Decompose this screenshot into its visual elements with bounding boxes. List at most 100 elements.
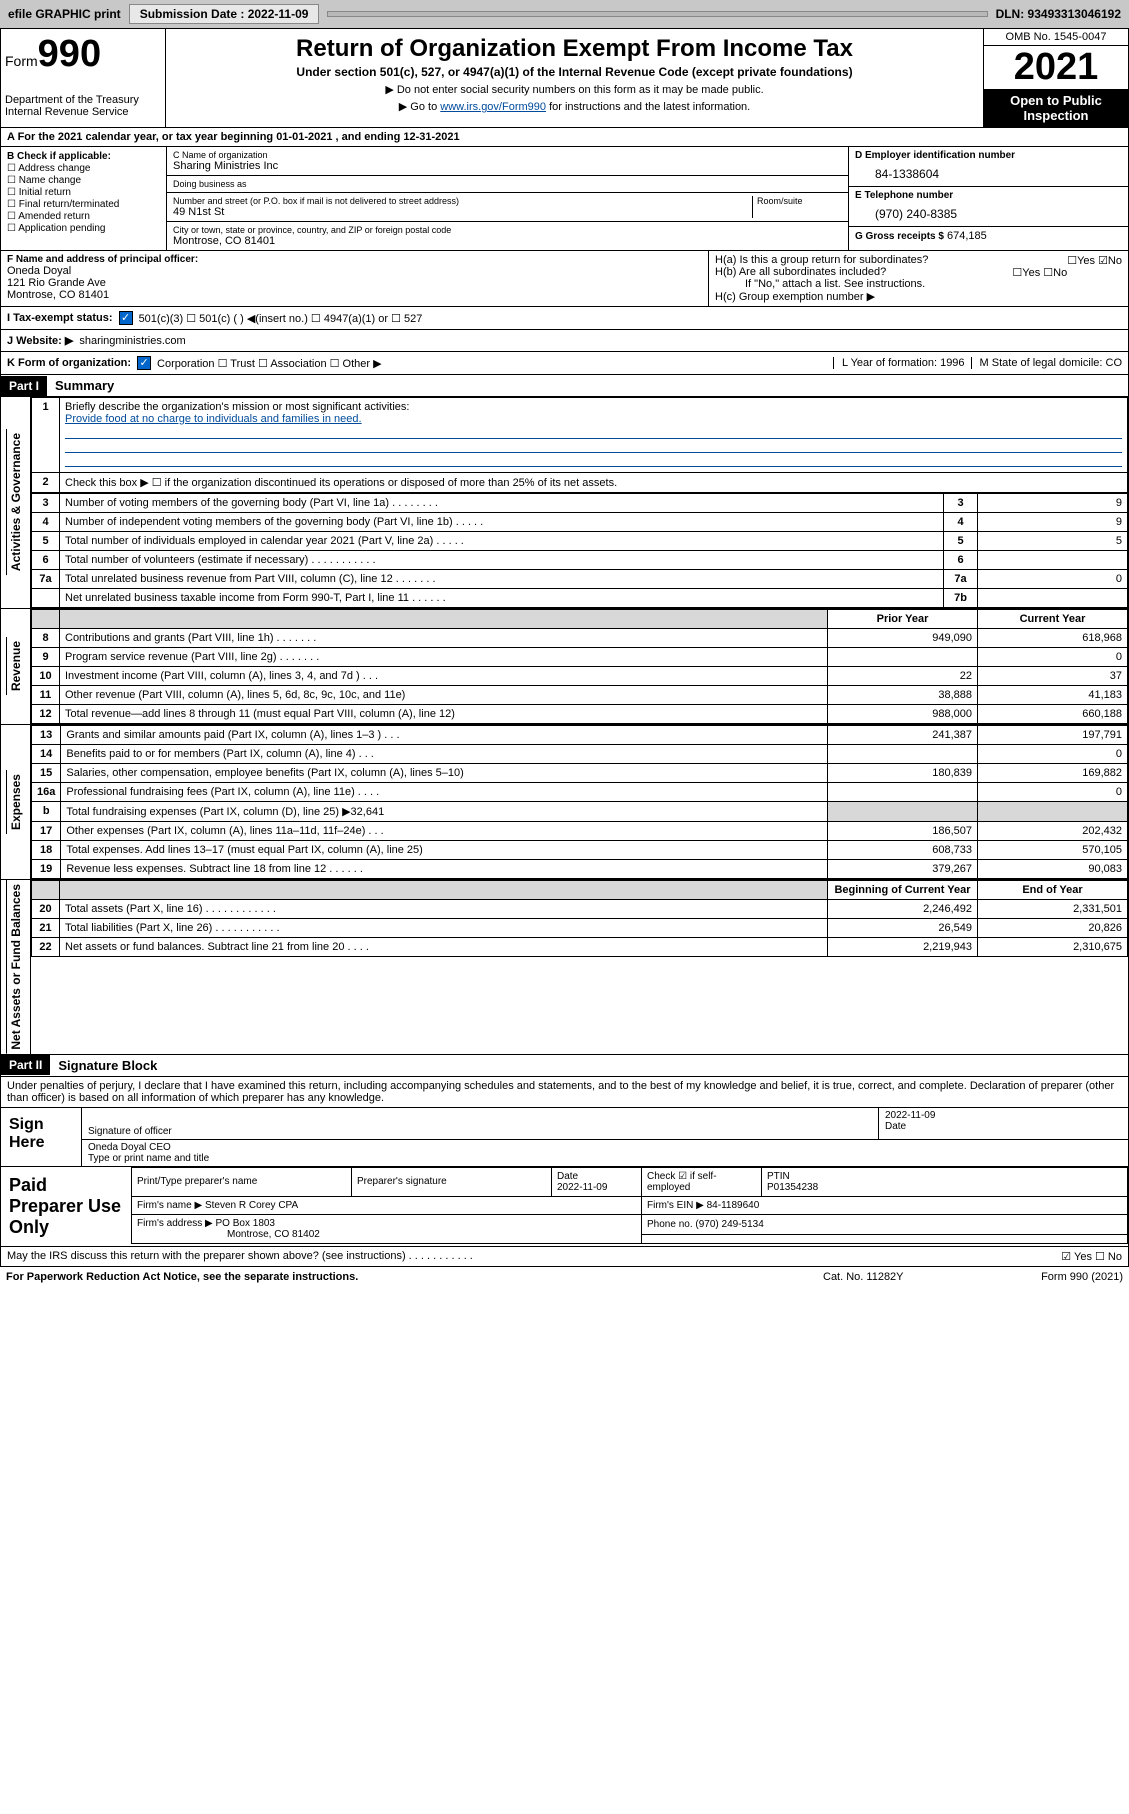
section-netassets: Net Assets or Fund Balances Beginning of… [0,880,1129,1055]
note2-post: for instructions and the latest informat… [546,101,750,113]
paid-preparer-label: Paid Preparer Use Only [1,1167,131,1246]
section-f: F Name and address of principal officer:… [1,251,708,306]
e-phone: (970) 240-8385 [855,201,1122,223]
paid-h3: Date [557,1171,578,1182]
table-row: 15Salaries, other compensation, employee… [32,764,1128,783]
sig-date: 2022-11-09 [885,1110,1122,1121]
c-street-label: Number and street (or P.O. box if mail i… [173,196,752,206]
l-year-formation: L Year of formation: 1996 [833,357,965,369]
c-city-label: City or town, state or province, country… [173,225,842,235]
i-options: 501(c)(3) ☐ 501(c) ( ) ◀(insert no.) ☐ 4… [139,312,423,325]
paid-h5: PTIN [767,1171,790,1182]
i-501c3-checkbox[interactable] [119,311,133,325]
efile-label: efile GRAPHIC print [8,7,121,21]
firm-phone-label: Phone no. [647,1219,693,1230]
c-dba-label: Doing business as [173,179,842,189]
m-state-domicile: M State of legal domicile: CO [971,357,1122,369]
page-footer: For Paperwork Reduction Act Notice, see … [0,1267,1129,1287]
table-row: 7aTotal unrelated business revenue from … [32,570,1128,589]
f-label: F Name and address of principal officer: [7,254,702,265]
f-addr2: Montrose, CO 81401 [7,289,702,301]
part1-label: Part I [1,376,47,396]
b-opt-1[interactable]: ☐ Name change [7,175,160,186]
table-row: 11Other revenue (Part VIII, column (A), … [32,686,1128,705]
org-city: Montrose, CO 81401 [173,235,842,247]
side-netassets: Net Assets or Fund Balances [6,880,25,1054]
section-h: H(a) Is this a group return for subordin… [708,251,1128,306]
c-room-label: Room/suite [757,196,842,206]
table-row: Net unrelated business taxable income fr… [32,589,1128,608]
c-name-label: C Name of organization [173,150,842,160]
revenue-table: Prior Year Current Year 8Contributions a… [31,609,1128,724]
sig-name: Oneda Doyal CEO [88,1142,1122,1153]
expenses-table: 13Grants and similar amounts paid (Part … [31,725,1128,879]
table-row: bTotal fundraising expenses (Part IX, co… [32,802,1128,822]
j-label: J Website: ▶ [7,334,73,347]
table-row: 20Total assets (Part X, line 16) . . . .… [32,900,1128,919]
org-name: Sharing Ministries Inc [173,160,842,172]
firm-name-label: Firm's name ▶ [137,1200,202,1211]
submission-date-button[interactable]: Submission Date : 2022-11-09 [129,4,320,24]
e-label: E Telephone number [855,190,1122,201]
paid-preparer-block: Paid Preparer Use Only Print/Type prepar… [0,1167,1129,1247]
paid-date: 2022-11-09 [557,1182,607,1193]
footer-form: Form 990 (2021) [973,1271,1123,1283]
row-klm: K Form of organization: Corporation ☐ Tr… [0,352,1129,375]
netassets-table: Beginning of Current Year End of Year 20… [31,880,1128,957]
table-row: 14Benefits paid to or for members (Part … [32,745,1128,764]
b-opt-2[interactable]: ☐ Initial return [7,187,160,198]
q1-mission: Provide food at no charge to individuals… [65,413,1122,425]
table-row: 3Number of voting members of the governi… [32,494,1128,513]
topbar-spacer [327,11,987,17]
form-note-ssn: ▶ Do not enter social security numbers o… [172,83,977,96]
discuss-answer[interactable]: ☑ Yes ☐ No [1061,1250,1122,1263]
side-expenses: Expenses [6,770,25,834]
firm-ein-label: Firm's EIN ▶ [647,1200,704,1211]
part2-title: Signature Block [50,1055,165,1076]
section-expenses: Expenses 13Grants and similar amounts pa… [0,725,1129,880]
firm-name: Steven R Corey CPA [205,1200,298,1211]
table-row: 10Investment income (Part VIII, column (… [32,667,1128,686]
hb-answer[interactable]: ☐Yes ☐No [1012,266,1067,279]
form-header-right: OMB No. 1545-0047 2021 Open to Public In… [983,29,1128,127]
row-fh: F Name and address of principal officer:… [0,251,1129,307]
b-opt-4[interactable]: ☐ Amended return [7,211,160,222]
table-row: 21Total liabilities (Part X, line 26) . … [32,919,1128,938]
table-row: 5Total number of individuals employed in… [32,532,1128,551]
form-word: Form [5,53,38,69]
i-label: I Tax-exempt status: [7,312,113,324]
part1-title: Summary [47,375,122,396]
section-governance: Activities & Governance 1 Briefly descri… [0,397,1129,609]
part2-header: Part II Signature Block [0,1055,1129,1077]
hc-label: H(c) Group exemption number ▶ [715,290,1122,303]
hb-note: If "No," attach a list. See instructions… [715,278,1122,290]
form-header-left: Form990 Department of the Treasury Inter… [1,29,166,127]
g-label: G Gross receipts $ [855,231,944,242]
col-current: Current Year [978,610,1128,629]
d-label: D Employer identification number [855,150,1122,161]
j-website[interactable]: sharingministries.com [79,335,185,347]
table-row: 8Contributions and grants (Part VIII, li… [32,629,1128,648]
col-prior: Prior Year [828,610,978,629]
firm-ein: 84-1189640 [707,1200,760,1211]
sign-here-block: Sign Here Signature of officer 2022-11-0… [0,1108,1129,1167]
omb-number: OMB No. 1545-0047 [984,29,1128,46]
tax-year: 2021 [984,46,1128,89]
col-end: End of Year [978,881,1128,900]
b-opt-3[interactable]: ☐ Final return/terminated [7,199,160,210]
table-row: 12Total revenue—add lines 8 through 11 (… [32,705,1128,724]
b-opt-5[interactable]: ☐ Application pending [7,223,160,234]
discuss-label: May the IRS discuss this return with the… [7,1250,1061,1263]
form-header: Form990 Department of the Treasury Inter… [0,28,1129,128]
irs-link[interactable]: www.irs.gov/Form990 [440,101,546,113]
side-governance: Activities & Governance [6,429,25,575]
b-opt-0[interactable]: ☐ Address change [7,163,160,174]
paid-h4[interactable]: Check ☑ if self-employed [642,1167,762,1196]
g-receipts: 674,185 [947,230,987,242]
table-row: 13Grants and similar amounts paid (Part … [32,726,1128,745]
table-row: 19Revenue less expenses. Subtract line 1… [32,860,1128,879]
ha-answer[interactable]: ☐Yes ☑No [1067,254,1122,267]
dept-treasury: Department of the Treasury [5,94,161,106]
penalty-statement: Under penalties of perjury, I declare th… [0,1077,1129,1108]
k-corp-checkbox[interactable] [137,356,151,370]
